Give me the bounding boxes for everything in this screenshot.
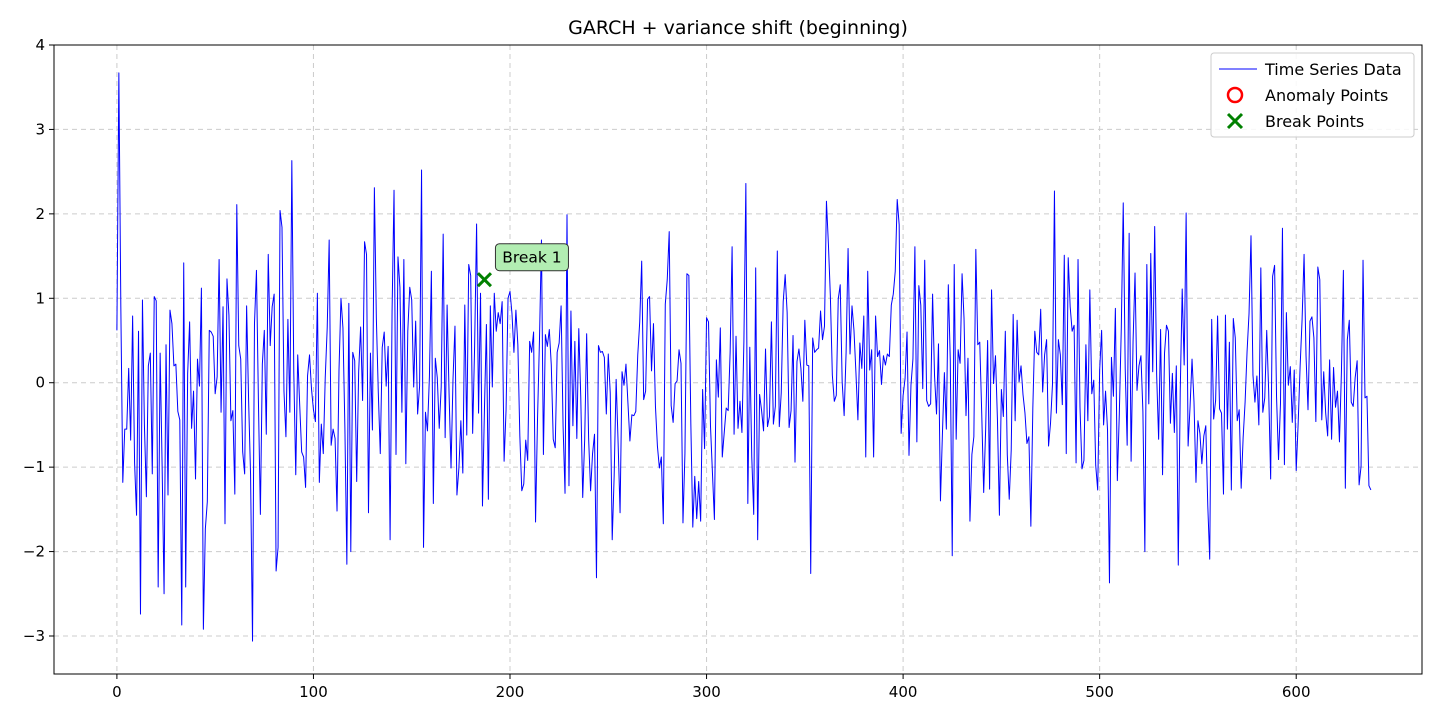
grid-lines — [54, 44, 1422, 674]
x-tick-label: 100 — [299, 683, 328, 701]
annotation-label: Break 1 — [502, 249, 561, 267]
chart-title: GARCH + variance shift (beginning) — [568, 17, 908, 39]
legend-anomaly-swatch — [1226, 86, 1244, 104]
y-tick-label: 3 — [35, 120, 45, 138]
y-tick-label: 1 — [35, 289, 45, 307]
y-tick-label: −2 — [23, 543, 45, 561]
x-tick-label: 200 — [496, 683, 525, 701]
x-tick-label: 600 — [1282, 683, 1311, 701]
legend-label: Time Series Data — [1264, 60, 1402, 79]
legend-box — [1210, 52, 1415, 138]
legend-label: Break Points — [1265, 112, 1364, 131]
y-tick-label: −1 — [23, 458, 45, 476]
legend-label: Anomaly Points — [1265, 86, 1388, 105]
x-tick-label: 500 — [1085, 683, 1114, 701]
y-tick-label: 2 — [35, 205, 45, 223]
x-tick-label: 400 — [889, 683, 918, 701]
axes: 0 100 200 300 400 500 600 −3 −2 −1 0 1 2 3 4 — [23, 36, 1423, 701]
series-line — [116, 72, 1372, 642]
break-marker — [476, 272, 493, 288]
y-tick-label: 4 — [35, 36, 45, 54]
x-tick-label: 0 — [112, 683, 122, 701]
legend: Time Series Data Anomaly Points Break Poin… — [1210, 52, 1415, 138]
plot-frame — [53, 44, 1423, 675]
legend-break-swatch — [1226, 112, 1244, 130]
plot-area — [116, 72, 1372, 642]
annotation-box — [494, 243, 569, 272]
y-tick-label: 0 — [35, 374, 45, 392]
break-marker-stroke — [476, 272, 493, 288]
annotations: Break 1 — [494, 243, 569, 272]
x-tick-label: 300 — [692, 683, 721, 701]
y-tick-label: −3 — [23, 627, 45, 645]
break-marker-stroke — [1226, 112, 1244, 130]
